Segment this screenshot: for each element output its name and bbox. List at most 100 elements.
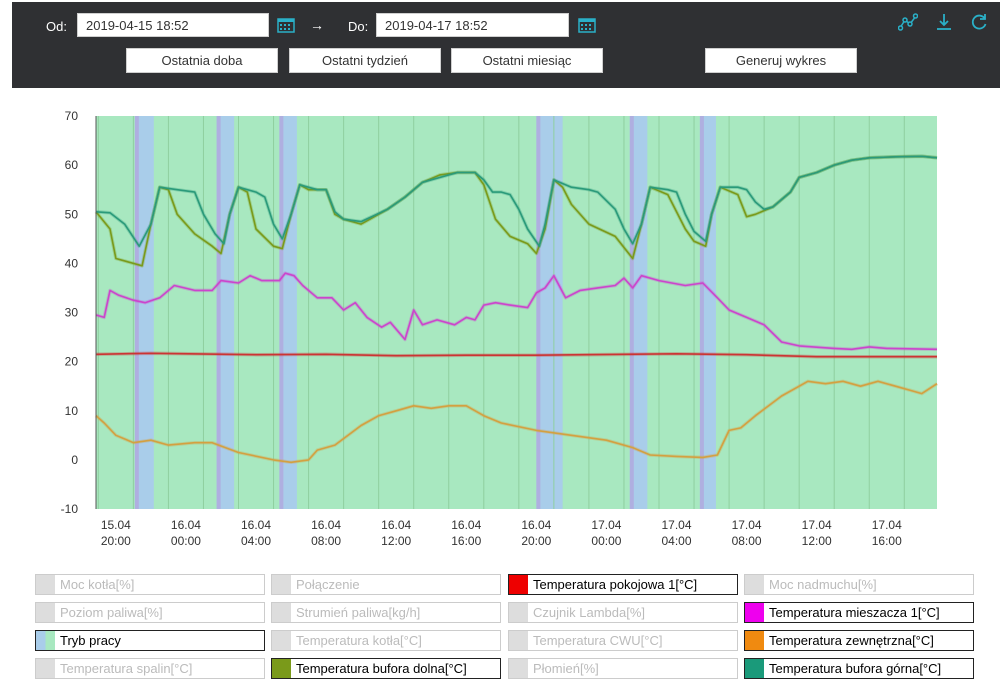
x-tick-date: 17.04 (732, 518, 762, 532)
tryb-pracy-band-0 (134, 116, 154, 509)
x-tick-time: 20:00 (101, 534, 131, 548)
y-tick-label: 50 (65, 207, 79, 221)
x-tick-date: 16.04 (171, 518, 201, 532)
x-tick-date: 16.04 (451, 518, 481, 532)
series-line-1 (95, 272, 938, 351)
x-tick-time: 08:00 (311, 534, 341, 548)
x-tick-date: 17.04 (662, 518, 692, 532)
legend-item-temp-bufora-dolna[interactable]: Temperatura bufora dolna[°C] (271, 658, 501, 679)
x-tick-date: 17.04 (802, 518, 832, 532)
legend-swatch (272, 603, 291, 622)
legend-item-temp-spalin[interactable]: Temperatura spalin[°C] (35, 658, 265, 679)
legend-swatch (745, 631, 764, 650)
range-arrow: → (310, 17, 324, 33)
tryb-pracy-band-edge-1 (216, 116, 221, 509)
chart-points-icon[interactable] (898, 12, 918, 32)
legend-swatch (745, 659, 764, 678)
legend-label: Temperatura mieszacza 1[°C] (769, 605, 940, 620)
tryb-pracy-band-edge-5 (699, 116, 704, 509)
legend-item-moc-kotla[interactable]: Moc kotła[%] (35, 574, 265, 595)
to-date-input[interactable]: 2019-04-17 18:52 (376, 13, 569, 37)
y-tick-label: -10 (61, 502, 79, 516)
legend-swatch (36, 603, 55, 622)
legend-label: Temperatura bufora dolna[°C] (296, 661, 467, 676)
legend-label: Tryb pracy (60, 633, 121, 648)
legend-label: Temperatura CWU[°C] (533, 633, 663, 648)
legend-label: Moc kotła[%] (60, 577, 135, 592)
calendar-icon[interactable] (578, 17, 596, 33)
temperature-chart: 70 60 50 40 30 20 10 0 -10 15.04 20:00 16.04 00:00 1… (61, 109, 938, 548)
legend-swatch (36, 631, 55, 650)
x-tick-time: 16:00 (872, 534, 902, 548)
x-tick-time: 16:00 (451, 534, 481, 548)
legend-label: Płomień[%] (533, 661, 599, 676)
legend-item-temp-zewnetrzna[interactable]: Temperatura zewnętrzna[°C] (744, 630, 974, 651)
legend-label: Strumień paliwa[kg/h] (296, 605, 421, 620)
x-tick-time: 08:00 (732, 534, 762, 548)
legend-swatch (36, 659, 55, 678)
tryb-pracy-band-edge-2 (279, 116, 284, 509)
y-tick-label: 60 (65, 158, 79, 172)
legend-label: Temperatura bufora górna[°C] (769, 661, 942, 676)
legend-label: Połączenie (296, 577, 360, 592)
tryb-pracy-band-2 (279, 116, 297, 509)
y-tick-label: 40 (65, 256, 79, 270)
legend-label: Temperatura kotła[°C] (296, 633, 422, 648)
y-tick-label: 30 (65, 306, 79, 320)
to-label: Do: (348, 19, 369, 34)
x-tick-date: 16.04 (381, 518, 411, 532)
legend-label: Temperatura spalin[°C] (60, 661, 193, 676)
x-tick-time: 04:00 (241, 534, 271, 548)
legend-swatch (272, 575, 291, 594)
last-day-button[interactable]: Ostatnia doba (126, 48, 278, 73)
last-month-button[interactable]: Ostatni miesiąc (451, 48, 603, 73)
legend-item-temp-pokojowa[interactable]: Temperatura pokojowa 1[°C] (508, 574, 738, 595)
tryb-pracy-background (96, 116, 937, 509)
legend-item-poziom-paliwa[interactable]: Poziom paliwa[%] (35, 602, 265, 623)
y-tick-label: 70 (65, 109, 79, 123)
legend-swatch (509, 659, 528, 678)
legend-item-polaczenie[interactable]: Połączenie (271, 574, 501, 595)
legend-item-plomien[interactable]: Płomień[%] (508, 658, 738, 679)
legend-swatch (36, 575, 55, 594)
x-tick-time: 00:00 (171, 534, 201, 548)
from-label: Od: (46, 19, 67, 34)
x-tick-date: 16.04 (241, 518, 271, 532)
calendar-icon[interactable] (277, 17, 295, 33)
legend-item-temp-kotla[interactable]: Temperatura kotła[°C] (271, 630, 501, 651)
legend-swatch (509, 631, 528, 650)
legend-swatch (509, 603, 528, 622)
legend-label: Czujnik Lambda[%] (533, 605, 645, 620)
legend-label: Moc nadmuchu[%] (769, 577, 877, 592)
legend-item-moc-nadmuchu[interactable]: Moc nadmuchu[%] (744, 574, 974, 595)
generate-chart-button[interactable]: Generuj wykres (705, 48, 857, 73)
from-date-input[interactable]: 2019-04-15 18:52 (77, 13, 269, 37)
download-icon[interactable] (934, 12, 954, 32)
tryb-pracy-band-edge-3 (536, 116, 541, 509)
y-tick-label: 20 (65, 355, 79, 369)
tryb-pracy-band-edge-0 (134, 116, 139, 509)
last-week-button[interactable]: Ostatni tydzień (289, 48, 441, 73)
y-tick-label: 0 (71, 453, 78, 467)
refresh-icon[interactable] (969, 12, 989, 32)
x-tick-date: 16.04 (311, 518, 341, 532)
legend-item-temp-bufora-gorna[interactable]: Temperatura bufora górna[°C] (744, 658, 974, 679)
series-line-2 (95, 380, 938, 464)
y-tick-label: 10 (65, 404, 79, 418)
legend-item-czujnik-lambda[interactable]: Czujnik Lambda[%] (508, 602, 738, 623)
legend-item-tryb-pracy[interactable]: Tryb pracy (35, 630, 265, 651)
legend-item-temp-mieszacza[interactable]: Temperatura mieszacza 1[°C] (744, 602, 974, 623)
legend-label: Poziom paliwa[%] (60, 605, 163, 620)
legend-label: Temperatura pokojowa 1[°C] (533, 577, 698, 592)
legend-label: Temperatura zewnętrzna[°C] (769, 633, 934, 648)
x-tick-time: 20:00 (521, 534, 551, 548)
y-tick-labels: 70 60 50 40 30 20 10 0 -10 (61, 109, 79, 516)
x-tick-date: 17.04 (591, 518, 621, 532)
tryb-pracy-band-4 (629, 116, 648, 509)
series-line-4 (95, 155, 938, 247)
legend-item-strumien-paliwa[interactable]: Strumień paliwa[kg/h] (271, 602, 501, 623)
x-tick-date: 15.04 (101, 518, 131, 532)
legend-item-temp-cwu[interactable]: Temperatura CWU[°C] (508, 630, 738, 651)
top-toolbar: Od: 2019-04-15 18:52 → Do: 2019-04-17 18… (12, 2, 1000, 88)
tryb-pracy-band-edge-4 (629, 116, 634, 509)
